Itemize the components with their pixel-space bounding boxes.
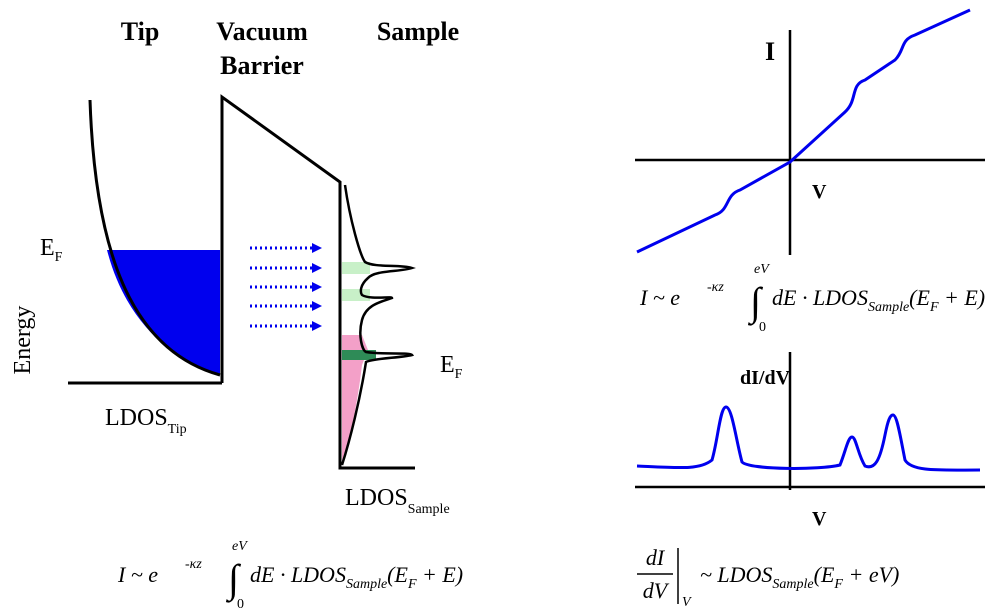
tip-ldos-curve [88, 99, 221, 377]
svg-text:0: 0 [759, 320, 766, 335]
vacuum-heading: Vacuum [216, 17, 308, 46]
svg-text:dE · LDOSSample(EF + E): dE · LDOSSample(EF + E) [772, 285, 985, 315]
svg-text:∫: ∫ [225, 556, 242, 603]
sample-heading: Sample [377, 17, 459, 46]
ldos-sample-label: LDOSSample [345, 485, 450, 517]
svg-text:dV: dV [643, 578, 670, 603]
svg-text:dI: dI [646, 545, 666, 570]
v-axis-label: V [812, 181, 827, 203]
barrier-heading: Barrier [220, 51, 304, 80]
tip-heading: Tip [121, 17, 160, 46]
svg-text:-κz: -κz [707, 280, 724, 295]
ldos-tip-label: LDOSTip [105, 405, 187, 437]
didv-formula: dI dV V ~ LDOSSample(EF + eV) [637, 545, 899, 610]
fermi-label: EF [440, 352, 463, 382]
svg-text:∫: ∫ [747, 279, 764, 326]
didv-curve [636, 405, 981, 472]
svg-text:I ~ e: I ~ e [639, 285, 680, 310]
tip-filled-states [107, 250, 220, 375]
svg-text:-κz: -κz [185, 557, 202, 572]
empty-state-band [342, 262, 370, 274]
filled-state-band [342, 350, 376, 360]
svg-text:eV: eV [232, 539, 248, 554]
energy-label: Energy [10, 306, 36, 375]
empty-state-band [342, 289, 370, 301]
tunneling-formula: I ~ e -κz eV 0 ∫ dE · LDOSSample(EF + E) [117, 539, 463, 612]
svg-text:dE · LDOSSample(EF + E): dE · LDOSSample(EF + E) [250, 562, 463, 592]
fermi-label: EF [40, 235, 63, 265]
sample-ldos-curve [340, 184, 416, 466]
iv-curve [636, 8, 971, 254]
tunneling-formula: I ~ e -κz eV 0 ∫ dE · LDOSSample(EF + E) [639, 262, 985, 335]
tunneling-arrows [250, 243, 322, 331]
svg-text:V: V [682, 595, 692, 610]
v-axis-label: V [812, 508, 827, 530]
sample-filled-states [342, 335, 368, 465]
i-axis-label: I [765, 37, 775, 66]
svg-text:0: 0 [237, 597, 244, 612]
didv-axis-label: dI/dV [740, 367, 791, 389]
vacuum-barrier [220, 94, 415, 470]
svg-text:~ LDOSSample(EF + eV): ~ LDOSSample(EF + eV) [700, 562, 899, 592]
svg-text:eV: eV [754, 262, 770, 277]
svg-text:I ~ e: I ~ e [117, 562, 158, 587]
